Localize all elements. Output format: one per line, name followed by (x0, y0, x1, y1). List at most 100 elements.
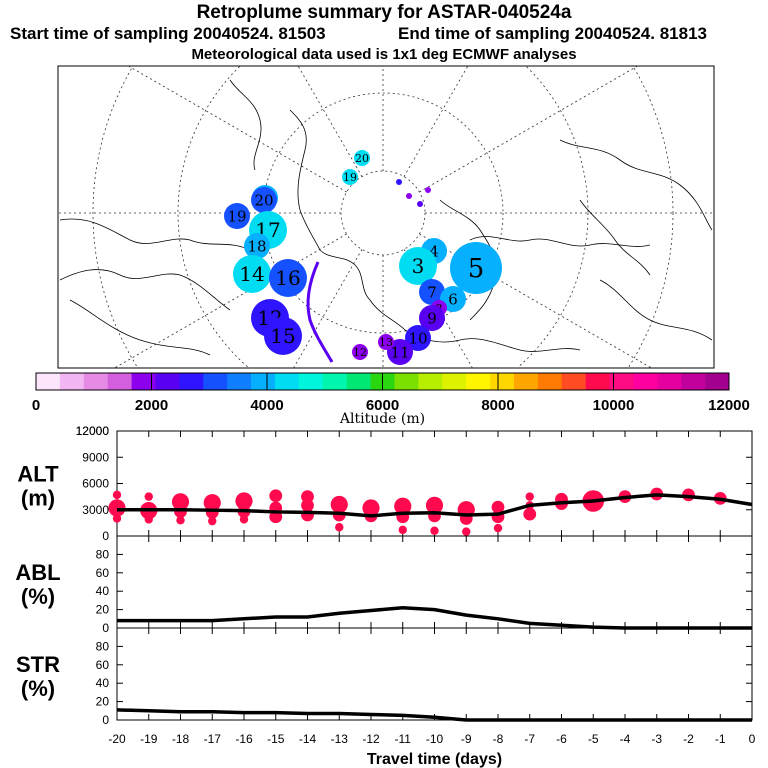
colorbar-swatch (155, 373, 180, 390)
coastline-segment (469, 236, 651, 247)
plume-dot (425, 187, 431, 193)
x-axis-label: Travel time (days) (367, 751, 502, 768)
plume-cluster-circle (399, 247, 437, 285)
plume-cluster: 12 (352, 344, 368, 360)
plume-cluster: 5 (450, 242, 502, 294)
altitude-point (208, 516, 217, 526)
altitude-point (462, 527, 471, 536)
y-tick-label: 80 (96, 547, 110, 561)
y-tick-label: 40 (96, 676, 110, 690)
plume-cluster: 19 (342, 169, 358, 185)
end-time-label: End time of sampling 20040524. 81813 (398, 24, 707, 43)
colorbar-swatch (203, 373, 228, 390)
coastline-segment (289, 109, 321, 251)
colorbar-swatch (179, 373, 204, 390)
y-tick-label: 40 (96, 584, 110, 598)
x-tick-label: -7 (524, 732, 535, 746)
x-tick-label: -15 (267, 732, 285, 746)
plume-cluster-label: 6 (448, 290, 458, 308)
plume-cluster: 10 (405, 325, 431, 351)
x-tick-label: -2 (683, 732, 694, 746)
altitude-colorbar: 0 2000 4000 6000 8000 10000 12000 Altitude (m) (32, 372, 750, 427)
map-plume-clusters: 2019201917181416121520453768910111312 (224, 150, 502, 365)
plume-cluster-label: 12 (353, 346, 367, 359)
colorbar-swatch (466, 373, 491, 390)
plume-cluster-circle (419, 279, 445, 305)
colorbar-swatch (609, 373, 634, 390)
altitude-point (301, 508, 314, 522)
y-axis-label: STR (16, 652, 60, 677)
colorbar-swatch (107, 373, 132, 390)
colorbar-swatch (394, 373, 419, 390)
mean-altitude-line (117, 493, 753, 518)
colorbar-swatch (227, 373, 252, 390)
colorbar-swatch (322, 373, 347, 390)
y-tick-label: 6000 (82, 477, 109, 491)
colorbar-axis-label: Altitude (m) (339, 411, 425, 427)
colorbar-swatch (513, 373, 539, 390)
altitude-point (523, 507, 537, 521)
y-axis-label: (m) (21, 486, 55, 511)
coastline-segment (59, 218, 251, 251)
chart-title: Retroplume summary for ASTAR-040524a (196, 2, 572, 23)
y-axis-label: (%) (21, 584, 55, 609)
str-fraction-line (116, 708, 752, 722)
colorbar-tick-label: 2000 (135, 397, 168, 414)
x-tick-label: -5 (588, 732, 599, 746)
altitude-point (335, 523, 344, 532)
plume-cluster: 14 (233, 255, 271, 293)
y-tick-label: 12000 (76, 424, 110, 438)
coastline-segment (69, 299, 211, 356)
x-tick-label: -8 (493, 732, 504, 746)
x-tick-label: -17 (204, 732, 222, 746)
y-tick-label: 0 (102, 713, 109, 727)
plume-cluster: 19 (224, 203, 250, 229)
panel-frame (116, 535, 753, 629)
trajectory-path (306, 261, 334, 363)
altitude-point (144, 515, 153, 524)
plume-cluster-circle (251, 187, 277, 213)
altitude-point (493, 523, 503, 533)
altitude-point (205, 505, 219, 519)
coastline-segment (559, 139, 713, 231)
plume-cluster-label: 20 (355, 152, 369, 165)
y-tick-label: 3000 (82, 503, 109, 517)
plume-cluster: 16 (269, 259, 307, 297)
plume-cluster-circle (405, 325, 431, 351)
plume-cluster-circle (269, 259, 307, 297)
plume-cluster: 7 (419, 279, 445, 305)
x-tick-label: -4 (620, 732, 631, 746)
y-tick-label: 80 (96, 639, 110, 653)
y-axis-label: (%) (21, 676, 55, 701)
plume-cluster-label: 18 (247, 237, 266, 255)
colorbar-swatch (537, 373, 563, 390)
panel-str: 0 20 40 60 80 STR(%) (16, 627, 753, 727)
altitude-point (525, 492, 534, 501)
x-tick-label: -14 (299, 732, 317, 746)
plume-cluster-circle (342, 169, 358, 185)
plume-cluster-label: 3 (412, 254, 425, 278)
altitude-point (330, 495, 348, 514)
colorbar-swatch (442, 373, 467, 390)
plume-dot (406, 193, 412, 199)
y-axis-label: ABL (15, 560, 60, 585)
start-time-label: Start time of sampling 20040524. 81503 (10, 24, 326, 43)
plume-cluster-circle (224, 203, 250, 229)
coastline-segment (579, 199, 651, 276)
colorbar-tick-label: 4000 (250, 397, 283, 414)
plume-cluster-label: 16 (275, 266, 300, 290)
plume-cluster-label: 19 (343, 171, 357, 184)
colorbar-tick-label: 0 (32, 397, 40, 414)
altitude-point (203, 494, 221, 512)
plume-cluster: 20 (251, 187, 277, 213)
plume-cluster-circle (378, 334, 394, 350)
time-series-panels: 03000600090001200012000ALT(m)020406080AB… (15, 424, 755, 768)
colorbar-swatch (633, 373, 658, 390)
colorbar-swatch (585, 373, 610, 390)
plume-cluster: 18 (244, 233, 270, 259)
x-tick-label: -19 (140, 732, 158, 746)
altitude-point (398, 525, 407, 535)
y-tick-label: 20 (96, 695, 110, 709)
colorbar-swatch (705, 373, 730, 390)
